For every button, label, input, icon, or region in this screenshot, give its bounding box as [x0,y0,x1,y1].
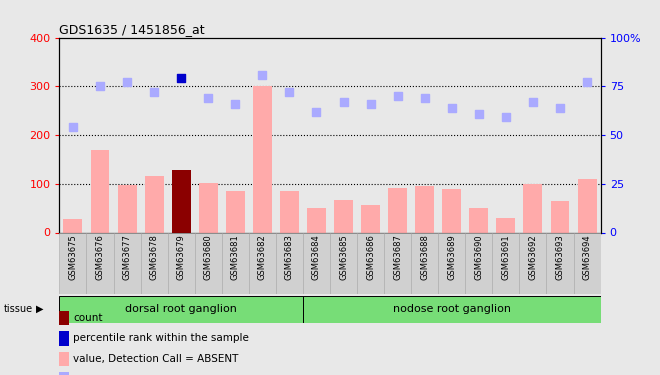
Bar [334,200,353,232]
Bar [303,296,601,322]
Text: GSM63686: GSM63686 [366,234,375,280]
Text: percentile rank within the sample: percentile rank within the sample [73,333,249,344]
Bar [303,232,330,294]
Point [392,93,403,99]
Text: GSM63681: GSM63681 [231,234,240,280]
Bar [411,232,438,294]
Text: GSM63679: GSM63679 [177,234,185,280]
Bar [249,232,276,294]
Point [68,124,79,130]
Bar [388,188,407,232]
Bar [438,232,465,294]
Text: GSM63693: GSM63693 [556,234,564,280]
Bar [86,232,114,294]
Bar [442,189,461,232]
Bar [59,296,303,322]
Point [528,99,539,105]
Point [257,72,268,78]
Bar [361,205,380,232]
Point [203,95,214,101]
Text: GSM63689: GSM63689 [447,234,456,280]
Bar [199,183,218,232]
Point [149,89,160,95]
Text: GSM63682: GSM63682 [258,234,267,280]
Bar [574,232,601,294]
Bar [469,208,488,232]
Bar [330,232,357,294]
Bar [496,218,515,232]
Text: GSM63685: GSM63685 [339,234,348,280]
Bar [357,232,384,294]
Text: nodose root ganglion: nodose root ganglion [393,304,511,314]
Bar [195,232,222,294]
Bar [415,186,434,232]
Text: GSM63691: GSM63691 [502,234,510,280]
Text: count: count [73,313,102,323]
Bar [168,232,195,294]
Text: GSM63680: GSM63680 [204,234,213,280]
Text: GSM63687: GSM63687 [393,234,402,280]
Bar [276,232,303,294]
Point [176,75,187,81]
Bar [523,184,543,232]
Text: GSM63676: GSM63676 [96,234,104,280]
Bar [117,185,137,232]
Point [474,111,484,117]
Bar [63,219,82,232]
Bar [114,232,141,294]
Bar [222,232,249,294]
Bar [59,331,69,346]
Bar [465,232,492,294]
Text: GSM63677: GSM63677 [123,234,131,280]
Point [420,95,430,101]
Bar [90,150,110,232]
Bar [145,177,164,232]
Point [284,89,295,95]
Point [312,109,322,115]
Point [230,101,241,107]
Text: value, Detection Call = ABSENT: value, Detection Call = ABSENT [73,354,238,364]
Point [95,83,106,89]
Text: GSM63683: GSM63683 [285,234,294,280]
Bar [280,191,299,232]
Bar [172,170,191,232]
Text: dorsal root ganglion: dorsal root ganglion [125,304,237,314]
Text: tissue: tissue [3,304,32,314]
Bar [550,201,570,232]
Text: GSM63688: GSM63688 [420,234,429,280]
Text: GSM63675: GSM63675 [69,234,77,280]
Point [121,80,132,86]
Bar [384,232,411,294]
Bar [519,232,546,294]
Bar [578,179,597,232]
Bar [226,191,245,232]
Point [554,105,565,111]
Bar [59,352,69,366]
Bar [307,208,326,232]
Bar [59,310,69,325]
Point [447,105,457,111]
Text: ▶: ▶ [36,304,44,314]
Bar [141,232,168,294]
Bar [59,232,86,294]
Bar [59,372,69,375]
Text: GSM63690: GSM63690 [475,234,483,280]
Point [582,80,593,86]
Text: GDS1635 / 1451856_at: GDS1635 / 1451856_at [59,23,205,36]
Text: GSM63694: GSM63694 [583,234,591,280]
Point [501,114,512,120]
Point [366,101,376,107]
Bar [253,86,272,232]
Bar [492,232,519,294]
Bar [546,232,574,294]
Text: GSM63678: GSM63678 [150,234,158,280]
Text: GSM63684: GSM63684 [312,234,321,280]
Point [339,99,349,105]
Text: GSM63692: GSM63692 [529,234,537,280]
